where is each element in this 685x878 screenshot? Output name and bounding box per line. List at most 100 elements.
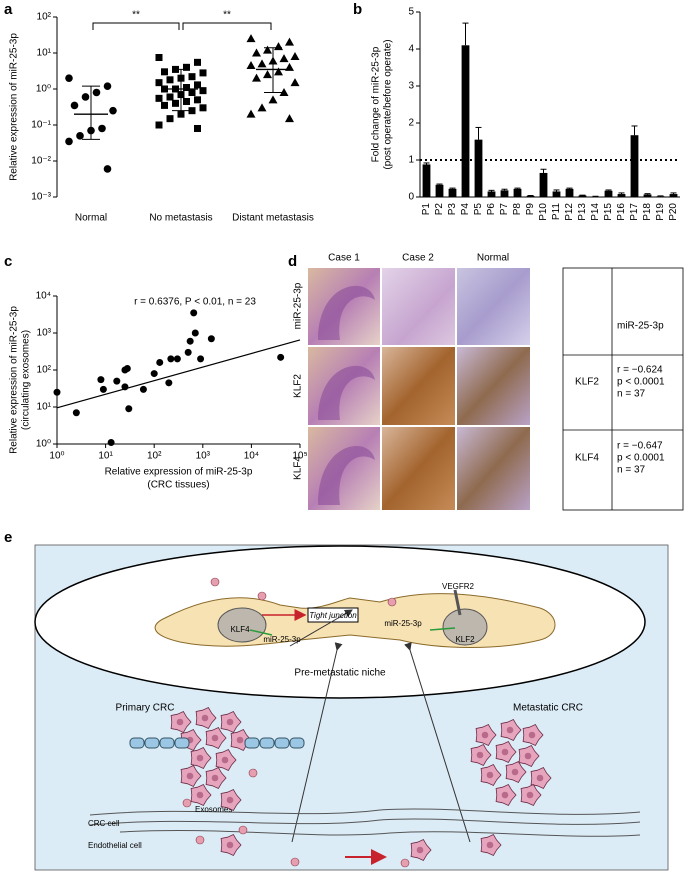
data-point [65,74,73,82]
y-tick-label: 10⁻¹ [31,120,51,131]
exosome [290,857,300,867]
data-point [172,99,179,107]
data-point [290,51,300,60]
x-tick-label: 10⁴ [244,451,259,462]
bar [422,164,431,197]
y-tick-label: 10² [37,365,52,376]
inhibition [429,627,456,631]
cell-nucleus [486,841,494,849]
bar [435,184,444,197]
y-tick-label: 1 [408,155,414,166]
row-header: KLF2 [293,374,304,398]
cell-nucleus [481,731,489,739]
cell-nucleus [186,772,194,780]
data-point [194,81,201,89]
x-tick-label: P3 [447,203,458,216]
diagram-label: VEGFR2 [442,582,475,591]
x-tick-label: P20 [668,203,679,221]
tissue-fold [318,446,375,505]
cell-nucleus [476,751,484,759]
histology-image [457,427,530,510]
bar [669,194,678,197]
data-point [252,73,261,82]
y-axis-label: Fold change of miR-25-3p [371,46,382,162]
data-point [109,106,117,115]
x-tick-label: P13 [577,203,588,221]
data-point [279,87,289,96]
x-tick-label: P2 [434,203,445,216]
data-point [98,124,106,133]
y-tick-label: 10⁻² [31,156,51,167]
x-tick-label: P12 [564,203,575,221]
data-point [186,337,194,345]
data-point [155,121,163,129]
data-point [257,59,267,68]
exosome [210,577,220,587]
table-header: miR-25-3p [617,321,664,332]
data-point [274,67,283,76]
cell-nucleus [528,731,536,739]
diagram-label: miR-25-3p [263,635,301,644]
vessel [89,818,641,826]
data-point [263,45,272,54]
nucleus [442,608,488,646]
exosome [400,858,410,868]
bar [513,188,522,197]
data-point [99,385,107,393]
arrow [291,642,343,843]
x-tick-label: P17 [629,203,640,221]
data-point [103,82,112,90]
histology-image [457,268,530,345]
cell-nucleus [486,771,494,779]
x-tick-label: P7 [499,203,510,216]
diagram-label: Exosomes [195,805,232,814]
cell-nucleus [226,718,234,726]
table-cell: n = 37 [617,389,646,400]
x-tick-label: 10² [147,451,162,462]
y-tick-label: 10⁻³ [31,192,51,203]
data-point [199,104,207,112]
exosome [182,798,192,808]
significance-bracket [182,22,272,30]
bar [565,188,574,197]
x-tick-label: 10¹ [98,451,113,462]
x-tick-label: Normal [75,213,107,224]
diagram-label: Tight junction [309,611,357,620]
cell-nucleus [501,748,509,756]
cell-nucleus [196,754,204,762]
panel-label: b [353,1,362,18]
data-point [207,335,215,343]
y-tick-label: 4 [408,44,414,55]
data-point [166,115,174,123]
y-tick-label: 10¹ [37,48,52,59]
x-tick-label: P10 [538,203,549,221]
x-axis-label: (CRC tissues) [147,480,209,491]
exosome [387,597,397,607]
diagram-label: Pre-metastatic niche [294,668,386,679]
tissue-fold [318,365,375,420]
data-point [285,114,294,123]
bar [656,196,665,197]
annotation: r = 0.6376, P < 0.01, n = 23 [134,297,256,308]
epithelial-cell [129,737,145,749]
data-point [199,87,207,95]
x-tick-label: Distant metastasis [232,213,314,224]
data-point [156,358,164,366]
x-tick-label: P11 [551,203,562,220]
data-point [184,348,192,356]
bar [539,172,548,197]
vessel [119,829,641,837]
data-point [263,70,272,79]
row-header: KLF4 [293,456,304,480]
bar [604,190,613,197]
data-point [183,97,190,105]
cell-nucleus [176,718,184,726]
x-tick-label: P8 [512,203,523,216]
y-axis-label: Relative expression of miR-25-3p [9,306,20,454]
significance-label: ** [223,10,231,21]
diagram-label: CRC cell [88,819,120,828]
data-point [194,96,201,104]
cell-nucleus [196,791,204,799]
y-tick-label: 10⁰ [36,84,51,95]
histology-image [382,268,455,345]
